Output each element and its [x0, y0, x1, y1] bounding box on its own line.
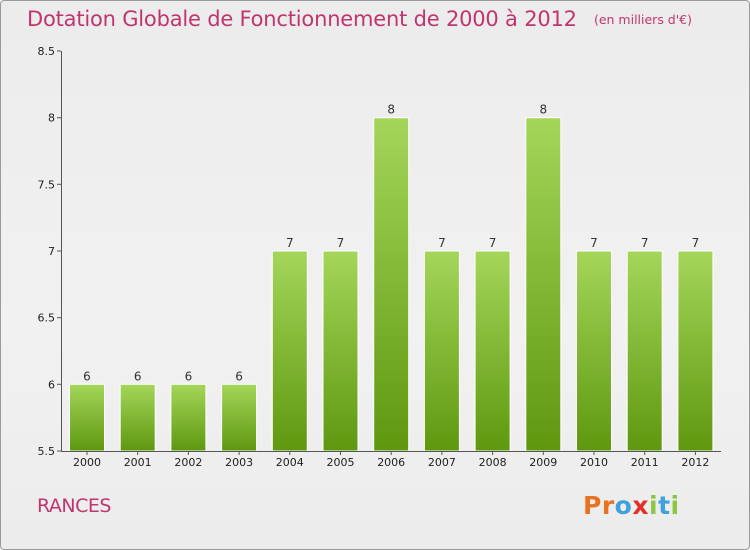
value-label-2010: 7: [590, 236, 598, 250]
value-label-2000: 6: [83, 369, 91, 383]
value-label-2005: 7: [337, 236, 345, 250]
y-tick-label-6: 6: [48, 378, 55, 391]
value-label-2008: 7: [489, 236, 497, 250]
bar-2003: [221, 383, 258, 452]
bar-2000: [69, 383, 105, 452]
chart-title: Dotation Globale de Fonctionnement de 20…: [27, 7, 577, 31]
value-label-2007: 7: [438, 236, 446, 250]
value-label-2001: 6: [134, 369, 142, 383]
y-tick-label-7.5: 7.5: [38, 178, 56, 191]
value-label-2011: 7: [641, 236, 649, 250]
y-tick-label-5.5: 5.5: [38, 445, 56, 458]
x-tick-label-2004: 2004: [276, 456, 304, 469]
logo-letter: x: [632, 491, 649, 520]
x-tick-label-2008: 2008: [479, 456, 507, 469]
bar-2007: [423, 250, 460, 452]
bar-2002: [170, 383, 207, 452]
x-tick-label-2010: 2010: [580, 456, 608, 469]
title-row: Dotation Globale de Fonctionnement de 20…: [27, 7, 692, 41]
bar-2006: [373, 117, 410, 452]
x-tick-label-2002: 2002: [174, 456, 202, 469]
logo-letter: r: [601, 491, 615, 520]
value-label-2006: 8: [387, 103, 395, 117]
bar-2005: [322, 250, 359, 452]
bar-2004: [271, 250, 308, 452]
y-tick-label-6.5: 6.5: [38, 312, 56, 325]
y-tick-label-7: 7: [48, 245, 55, 258]
bar-2010: [576, 250, 612, 452]
bar-2008: [474, 250, 511, 452]
x-tick-label-2012: 2012: [681, 456, 709, 469]
value-label-2003: 6: [235, 369, 243, 383]
bar-2001: [119, 383, 156, 452]
y-tick-label-8.5: 8.5: [38, 45, 56, 58]
chart-subtitle: (en milliers d'€): [593, 12, 692, 27]
logo-letter: i: [649, 491, 659, 520]
x-tick-label-2011: 2011: [631, 456, 659, 469]
logo-letter: o: [614, 491, 633, 520]
value-label-2002: 6: [185, 369, 193, 383]
x-tick-label-2003: 2003: [225, 456, 253, 469]
value-label-2009: 8: [539, 103, 547, 117]
y-tick-label-8: 8: [48, 112, 55, 125]
bar-2011: [626, 250, 663, 452]
bars-layer: 6 6 6 6 7 7 8 7 7 8 7 7 7: [69, 103, 714, 452]
x-tick-label-2009: 2009: [529, 456, 557, 469]
logo-letter: P: [583, 491, 602, 520]
x-tick-label-2001: 2001: [124, 456, 152, 469]
x-tick-label-2007: 2007: [428, 456, 456, 469]
logo-letter: t: [658, 491, 671, 520]
axis-layer: 2000 2001 2002 2003 2004 2005 2006 2007 2008 2009…: [38, 45, 721, 469]
x-tick-label-2006: 2006: [377, 456, 405, 469]
proxiti-logo[interactable]: Proxiti: [583, 491, 680, 520]
value-label-2004: 7: [286, 236, 294, 250]
x-tick-label-2005: 2005: [327, 456, 355, 469]
logo-letter: i: [670, 491, 680, 520]
bar-2012: [677, 250, 714, 452]
x-tick-label-2000: 2000: [73, 456, 101, 469]
bar-2009: [525, 117, 562, 452]
value-label-2012: 7: [692, 236, 700, 250]
commune-name: RANCES: [37, 495, 111, 517]
